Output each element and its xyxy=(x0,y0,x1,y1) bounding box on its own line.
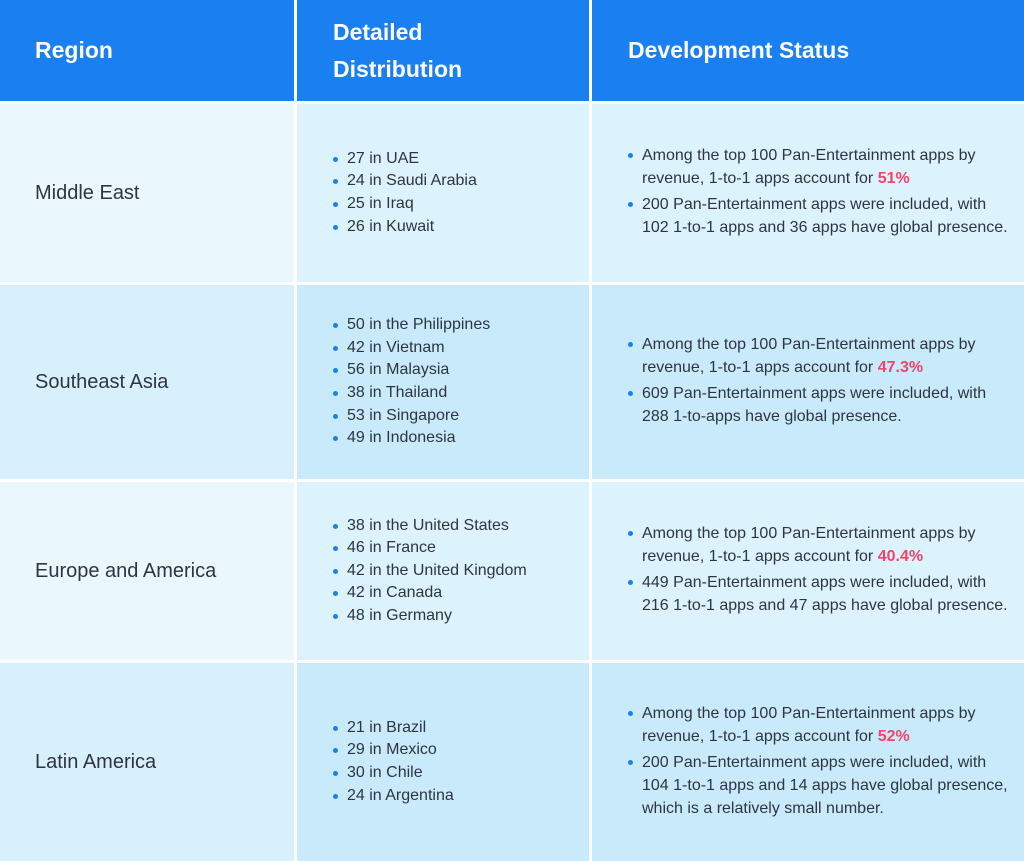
list-item: 38 in Thailand xyxy=(333,382,490,405)
status-item: Among the top 100 Pan-Entertainment apps… xyxy=(628,144,1010,190)
status-item: 200 Pan-Entertainment apps were included… xyxy=(628,193,1010,239)
list-item: 24 in Saudi Arabia xyxy=(333,170,477,193)
header-region: Region xyxy=(0,0,294,101)
distribution-cell: 21 in Brazil 29 in Mexico 30 in Chile 24… xyxy=(297,663,589,861)
list-item: 49 in Indonesia xyxy=(333,427,490,450)
region-cell: Europe and America xyxy=(0,482,294,660)
header-status: Development Status xyxy=(592,0,1024,101)
region-cell: Southeast Asia xyxy=(0,285,294,479)
list-item: 42 in Vietnam xyxy=(333,337,490,360)
header-distribution-label: Detailed Distribution xyxy=(333,14,462,88)
distribution-list: 27 in UAE 24 in Saudi Arabia 25 in Iraq … xyxy=(333,148,477,238)
list-item: 27 in UAE xyxy=(333,148,477,171)
status-text: Among the top 100 Pan-Entertainment apps… xyxy=(642,704,976,745)
distribution-list: 21 in Brazil 29 in Mexico 30 in Chile 24… xyxy=(333,717,454,807)
status-highlight: 52% xyxy=(877,727,910,745)
list-item: 50 in the Philippines xyxy=(333,314,490,337)
distribution-cell: 27 in UAE 24 in Saudi Arabia 25 in Iraq … xyxy=(297,104,589,282)
status-highlight: 40.4% xyxy=(877,548,924,565)
list-item: 48 in Germany xyxy=(333,605,527,628)
status-cell: Among the top 100 Pan-Entertainment apps… xyxy=(592,104,1024,282)
list-item: 56 in Malaysia xyxy=(333,359,490,382)
status-item: Among the top 100 Pan-Entertainment apps… xyxy=(628,333,1010,379)
status-item: 200 Pan-Entertainment apps were included… xyxy=(628,751,1010,820)
status-list: Among the top 100 Pan-Entertainment apps… xyxy=(628,702,1010,823)
list-item: 38 in the United States xyxy=(333,515,527,538)
status-item: 449 Pan-Entertainment apps were included… xyxy=(628,571,1010,617)
list-item: 25 in Iraq xyxy=(333,193,477,216)
region-name: Southeast Asia xyxy=(35,370,169,393)
status-cell: Among the top 100 Pan-Entertainment apps… xyxy=(592,285,1024,479)
region-name: Middle East xyxy=(35,181,140,204)
status-cell: Among the top 100 Pan-Entertainment apps… xyxy=(592,482,1024,660)
header-distribution-line1: Detailed xyxy=(333,18,423,45)
status-cell: Among the top 100 Pan-Entertainment apps… xyxy=(592,663,1024,861)
list-item: 42 in Canada xyxy=(333,582,527,605)
distribution-cell: 38 in the United States 46 in France 42 … xyxy=(297,482,589,660)
list-item: 46 in France xyxy=(333,537,527,560)
list-item: 30 in Chile xyxy=(333,762,454,785)
list-item: 42 in the United Kingdom xyxy=(333,560,527,583)
list-item: 29 in Mexico xyxy=(333,739,454,762)
region-cell: Latin America xyxy=(0,663,294,861)
region-cell: Middle East xyxy=(0,104,294,282)
distribution-list: 38 in the United States 46 in France 42 … xyxy=(333,515,527,628)
header-distribution-line2: Distribution xyxy=(333,55,463,82)
status-item: 609 Pan-Entertainment apps were included… xyxy=(628,382,1010,428)
header-status-label: Development Status xyxy=(628,37,850,63)
status-text: Among the top 100 Pan-Entertainment apps… xyxy=(642,147,976,187)
status-highlight: 51% xyxy=(877,170,910,187)
list-item: 21 in Brazil xyxy=(333,717,454,740)
status-text: Among the top 100 Pan-Entertainment apps… xyxy=(642,525,976,565)
status-item: Among the top 100 Pan-Entertainment apps… xyxy=(628,702,1010,748)
status-list: Among the top 100 Pan-Entertainment apps… xyxy=(628,522,1010,620)
header-distribution: Detailed Distribution xyxy=(297,0,589,101)
status-list: Among the top 100 Pan-Entertainment apps… xyxy=(628,333,1010,431)
list-item: 24 in Argentina xyxy=(333,785,454,808)
distribution-list: 50 in the Philippines 42 in Vietnam 56 i… xyxy=(333,314,490,450)
region-name: Latin America xyxy=(35,750,157,773)
status-text: Among the top 100 Pan-Entertainment apps… xyxy=(642,336,976,376)
list-item: 53 in Singapore xyxy=(333,405,490,428)
header-region-label: Region xyxy=(35,37,113,63)
status-item: Among the top 100 Pan-Entertainment apps… xyxy=(628,522,1010,568)
status-list: Among the top 100 Pan-Entertainment apps… xyxy=(628,144,1010,242)
status-highlight: 47.3% xyxy=(877,359,924,376)
distribution-cell: 50 in the Philippines 42 in Vietnam 56 i… xyxy=(297,285,589,479)
list-item: 26 in Kuwait xyxy=(333,216,477,239)
region-name: Europe and America xyxy=(35,559,217,582)
